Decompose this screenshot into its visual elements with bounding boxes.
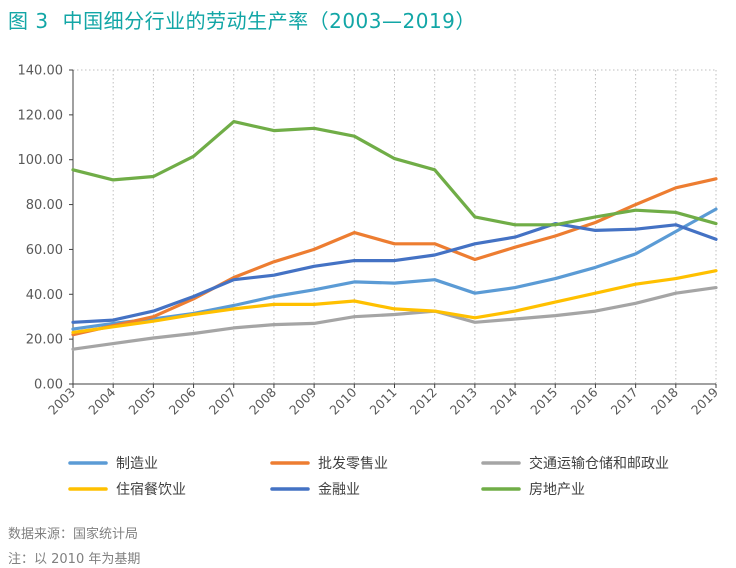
x-tick-label: 2017 xyxy=(608,385,641,418)
series-line-5 xyxy=(71,222,718,324)
chart-series xyxy=(71,119,718,351)
series-line-2 xyxy=(71,177,718,337)
legend-label-1: 制造业 xyxy=(116,456,158,472)
legend-label-3: 交通运输仓储和邮政业 xyxy=(529,455,669,472)
series-line-3 xyxy=(71,286,718,351)
series-line-4 xyxy=(71,269,718,334)
legend-label-5: 金融业 xyxy=(318,482,360,498)
y-tick-label: 20.00 xyxy=(26,333,63,348)
x-tick-label: 2015 xyxy=(527,385,560,418)
y-tick-label: 60.00 xyxy=(26,243,63,258)
line-chart: 0.00 20.00 40.00 60.00 80.00 100.00 120.00 140.… xyxy=(18,64,722,499)
x-tick-label: 2019 xyxy=(688,384,721,417)
x-tick-label: 2004 xyxy=(85,384,118,417)
figure-title-text: 中国细分行业的劳动生产率（2003—2019） xyxy=(62,9,476,33)
x-tick-label: 2011 xyxy=(367,385,400,418)
base-year-note: 注：以 2010 年为基期 xyxy=(8,552,141,567)
legend-label-6: 房地产业 xyxy=(529,482,585,498)
y-tick-label: 100.00 xyxy=(18,153,64,168)
x-tick-label: 2009 xyxy=(286,384,319,417)
x-tick-label: 2007 xyxy=(206,385,239,418)
x-tick-label: 2012 xyxy=(407,385,440,418)
y-tick-label: 80.00 xyxy=(26,198,63,213)
x-tick-label: 2018 xyxy=(648,384,681,417)
figure-title: 图 3 中国细分行业的劳动生产率（2003—2019） xyxy=(8,5,476,34)
x-tick-label: 2006 xyxy=(166,384,199,417)
x-tick-label: 2005 xyxy=(125,385,158,418)
y-tick-label: 40.00 xyxy=(26,288,63,303)
y-tick-label: 140.00 xyxy=(18,64,64,79)
x-tick-label: 2014 xyxy=(487,384,520,417)
x-tick-label: 2010 xyxy=(326,384,359,417)
y-tick-label: 0.00 xyxy=(34,378,63,393)
source-note: 数据来源：国家统计局 xyxy=(8,527,139,542)
x-tick-label: 2008 xyxy=(246,384,279,417)
x-tick-label: 2013 xyxy=(447,385,480,418)
chart-gridlines xyxy=(72,69,717,384)
y-tick-label: 120.00 xyxy=(18,108,64,123)
series-line-6 xyxy=(71,119,718,227)
legend-label-2: 批发零售业 xyxy=(318,456,388,472)
figure-number: 图 3 xyxy=(8,9,49,33)
legend-label-4: 住宿餐饮业 xyxy=(116,481,186,498)
x-tick-label: 2016 xyxy=(567,384,600,417)
chart-axes: 0.00 20.00 40.00 60.00 80.00 100.00 120.00 140.… xyxy=(18,64,722,418)
